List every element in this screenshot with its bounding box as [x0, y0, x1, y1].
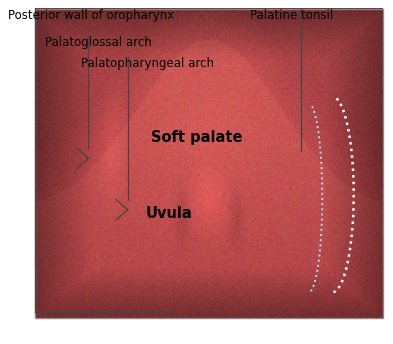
Text: Soft palate: Soft palate — [151, 130, 242, 145]
Bar — [35, 9, 383, 318]
Text: Palatopharyngeal arch: Palatopharyngeal arch — [81, 57, 213, 70]
Text: Palatoglossal arch: Palatoglossal arch — [45, 36, 152, 49]
Text: Uvula: Uvula — [146, 206, 192, 221]
Text: Palatine tonsil: Palatine tonsil — [250, 9, 333, 22]
Text: Posterior wall of oropharynx: Posterior wall of oropharynx — [8, 9, 174, 22]
